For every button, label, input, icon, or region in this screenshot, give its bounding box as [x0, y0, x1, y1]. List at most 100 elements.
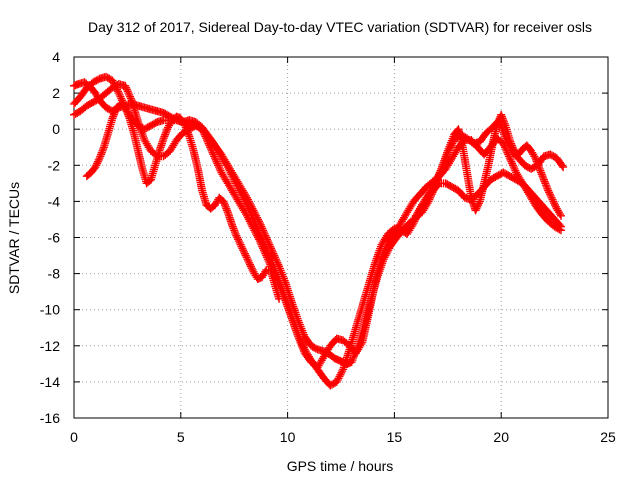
- data-point: [114, 89, 123, 98]
- data-point: [229, 173, 238, 182]
- data-point: [223, 163, 232, 172]
- data-point: [545, 188, 554, 197]
- data-point: [499, 139, 508, 148]
- data-point: [184, 130, 193, 139]
- data-point: [237, 242, 246, 251]
- data-point: [507, 141, 516, 150]
- data-point: [108, 114, 117, 123]
- data-point: [533, 159, 542, 168]
- data-point: [246, 219, 255, 228]
- data-point: [408, 220, 417, 229]
- data-point: [182, 125, 191, 134]
- data-point: [501, 145, 510, 154]
- data-point: [121, 103, 130, 112]
- data-point: [123, 87, 132, 96]
- data-point: [161, 128, 170, 137]
- data-point: [115, 90, 124, 99]
- data-point: [126, 92, 135, 101]
- data-point: [206, 143, 215, 152]
- data-point: [557, 226, 566, 235]
- data-point: [216, 166, 225, 175]
- data-point: [110, 108, 119, 117]
- data-point: [333, 376, 342, 385]
- data-point: [204, 139, 213, 148]
- data-point: [548, 195, 557, 204]
- data-point: [92, 161, 101, 170]
- data-point: [337, 368, 346, 377]
- data-point: [200, 130, 209, 139]
- data-point: [122, 85, 131, 94]
- data-point: [543, 184, 552, 193]
- data-point: [183, 127, 192, 136]
- data-point: [159, 134, 168, 143]
- data-point: [357, 339, 366, 348]
- data-point: [201, 132, 210, 141]
- data-point: [538, 172, 547, 181]
- data-point: [124, 110, 133, 119]
- data-point: [502, 146, 511, 155]
- data-point: [250, 226, 259, 235]
- data-point: [498, 114, 507, 123]
- data-point: [540, 177, 549, 186]
- data-point: [434, 170, 443, 179]
- y-tick-label: 4: [52, 49, 60, 65]
- x-tick-label: 25: [600, 429, 616, 445]
- y-tick-labels: -16 -14 -12 -10 -8 -6 -4 -2 0 2 4: [40, 49, 60, 426]
- data-point: [511, 166, 520, 175]
- data-point: [430, 179, 439, 188]
- data-point: [500, 117, 509, 126]
- data-point: [94, 155, 103, 164]
- data-point: [509, 163, 518, 172]
- data-point: [125, 90, 134, 99]
- series-track-2: [70, 72, 566, 390]
- y-axis-label: SDTVAR / TECUs: [6, 182, 22, 294]
- data-point: [124, 89, 133, 98]
- data-point: [558, 161, 567, 170]
- data-point: [260, 247, 269, 256]
- data-point: [434, 172, 443, 181]
- data-point: [539, 173, 548, 182]
- y-tick-label: -6: [48, 230, 61, 246]
- y-tick-label: -14: [40, 374, 60, 390]
- series-track-5: [411, 110, 566, 220]
- data-point: [535, 164, 544, 173]
- data-point: [180, 119, 189, 128]
- y-tick-label: -4: [48, 193, 61, 209]
- data-point: [97, 150, 106, 159]
- data-point: [431, 177, 440, 186]
- data-point: [220, 201, 229, 210]
- x-tick-labels: 0 5 10 15 20 25: [70, 429, 616, 445]
- data-point: [240, 249, 249, 258]
- data-point: [183, 128, 192, 137]
- data-point: [233, 182, 242, 191]
- data-point: [126, 94, 135, 103]
- data-point: [240, 195, 249, 204]
- data-point: [237, 190, 246, 199]
- data-point: [234, 235, 243, 244]
- data-point: [265, 258, 274, 267]
- data-point: [228, 220, 237, 229]
- data-point: [259, 246, 268, 255]
- data-point: [215, 164, 224, 173]
- data-point: [473, 202, 482, 211]
- data-point: [507, 139, 516, 148]
- data-point: [228, 222, 237, 231]
- data-point: [500, 119, 509, 128]
- data-point: [551, 201, 560, 210]
- data-point: [122, 83, 131, 92]
- data-point: [95, 154, 104, 163]
- data-point: [557, 211, 566, 220]
- data-point: [163, 125, 172, 134]
- data-point: [121, 105, 130, 114]
- data-point: [254, 233, 263, 242]
- data-point: [247, 264, 256, 273]
- data-point: [270, 251, 279, 260]
- data-point: [506, 137, 515, 146]
- data-point: [214, 161, 223, 170]
- data-point: [251, 228, 260, 237]
- data-point: [212, 157, 221, 166]
- data-point: [499, 116, 508, 125]
- data-point: [211, 155, 220, 164]
- data-point: [208, 148, 217, 157]
